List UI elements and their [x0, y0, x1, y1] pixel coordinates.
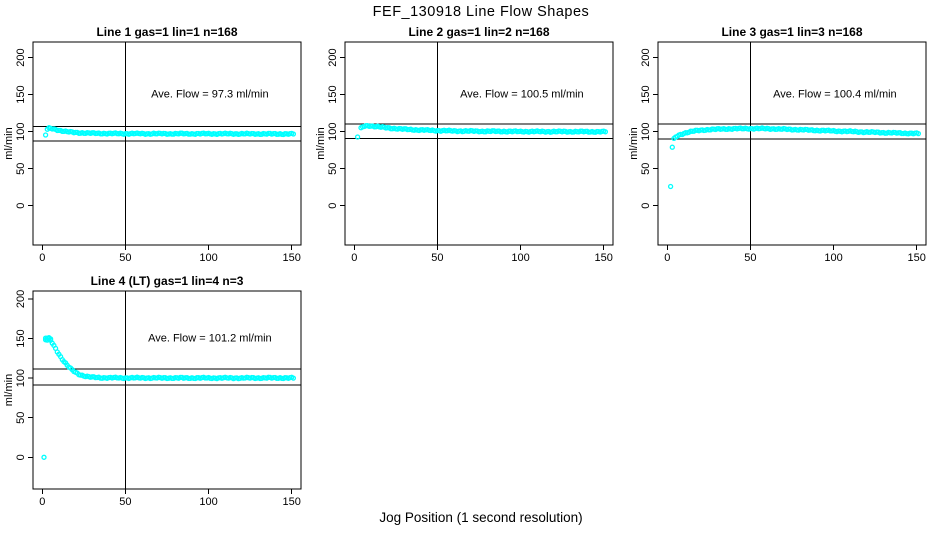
plot-box [32, 290, 302, 490]
subplot-1: 0 50 100 150 200 0 50 100 150 Line 1 gas=1 lin=1 … [3, 25, 302, 264]
y-tick-label: 150 [15, 85, 27, 103]
subplot-title: Line 3 gas=1 lin=3 n=168 [721, 25, 862, 39]
x-tick-label: 150 [595, 252, 613, 264]
data-point [354, 134, 361, 140]
subplot-3: 0 50 100 150 200 0 50 100 150 Line 3 gas=1 lin=3 … [628, 25, 927, 264]
subplot-4: 0 50 100 150 200 0 50 100 150 Line 4 (LT) gas=1 l… [3, 274, 302, 508]
data-point [47, 336, 54, 342]
y-tick-label: 150 [15, 329, 27, 347]
x-tick-label: 150 [283, 252, 301, 264]
y-tick-label: 200 [640, 48, 652, 66]
x-tick-label: 50 [744, 252, 756, 264]
subplot-2: 0 50 100 150 200 0 50 100 150 Line 2 gas=1 lin=2 … [315, 25, 614, 264]
data-point [669, 144, 675, 150]
plot-box [32, 41, 302, 246]
x-tick-label: 0 [39, 496, 45, 508]
y-tick-label: 200 [327, 48, 339, 66]
x-tick-label: 100 [511, 252, 529, 264]
data-point [42, 132, 49, 138]
y-tick-label: 100 [15, 369, 27, 387]
y-tick-label: 0 [15, 454, 27, 460]
shared-x-axis-label: Jog Position (1 second resolution) [379, 510, 583, 525]
y-tick-label: 50 [15, 412, 27, 424]
x-tick-label: 150 [283, 496, 301, 508]
subplot-title: Line 4 (LT) gas=1 lin=4 n=3 [91, 274, 244, 288]
data-point [602, 129, 609, 135]
y-tick-label: 100 [640, 122, 652, 140]
data-point [667, 183, 674, 190]
ave-flow-annotation: Ave. Flow = 97.3 ml/min [151, 88, 268, 100]
y-axis-label: ml/min [315, 127, 327, 159]
ave-flow-annotation: Ave. Flow = 101.2 ml/min [148, 332, 272, 344]
figure-title: FEF_130918 Line Flow Shapes [372, 4, 590, 20]
ave-flow-annotation: Ave. Flow = 100.4 ml/min [773, 88, 897, 100]
y-tick-label: 0 [640, 203, 652, 209]
y-tick-label: 200 [15, 48, 27, 66]
plot-box [657, 41, 927, 246]
x-tick-label: 50 [431, 252, 443, 264]
subplot-title: Line 2 gas=1 lin=2 n=168 [408, 25, 549, 39]
y-tick-label: 50 [327, 163, 339, 175]
x-tick-label: 100 [199, 496, 217, 508]
x-tick-label: 100 [199, 252, 217, 264]
y-axis-label: ml/min [3, 127, 15, 159]
y-tick-label: 50 [15, 163, 27, 175]
y-tick-label: 50 [640, 163, 652, 175]
y-axis-label: ml/min [628, 127, 640, 159]
ave-flow-annotation: Ave. Flow = 100.5 ml/min [460, 88, 584, 100]
data-point [915, 130, 922, 137]
data-point [290, 131, 297, 137]
x-tick-label: 150 [908, 252, 926, 264]
y-tick-label: 0 [15, 203, 27, 209]
y-tick-label: 100 [327, 122, 339, 140]
data-point [41, 454, 47, 460]
y-tick-label: 150 [327, 85, 339, 103]
x-tick-label: 100 [824, 252, 842, 264]
x-tick-label: 50 [119, 252, 131, 264]
y-tick-label: 0 [327, 203, 339, 209]
subplot-title: Line 1 gas=1 lin=1 n=168 [96, 25, 237, 39]
x-tick-label: 0 [39, 252, 45, 264]
x-tick-label: 0 [351, 252, 357, 264]
y-axis-label: ml/min [3, 374, 15, 406]
y-tick-label: 150 [640, 85, 652, 103]
y-tick-label: 200 [15, 290, 27, 308]
x-tick-label: 0 [664, 252, 670, 264]
y-tick-label: 100 [15, 122, 27, 140]
x-tick-label: 50 [119, 496, 131, 508]
data-point [290, 375, 297, 381]
plot-box [344, 41, 614, 246]
